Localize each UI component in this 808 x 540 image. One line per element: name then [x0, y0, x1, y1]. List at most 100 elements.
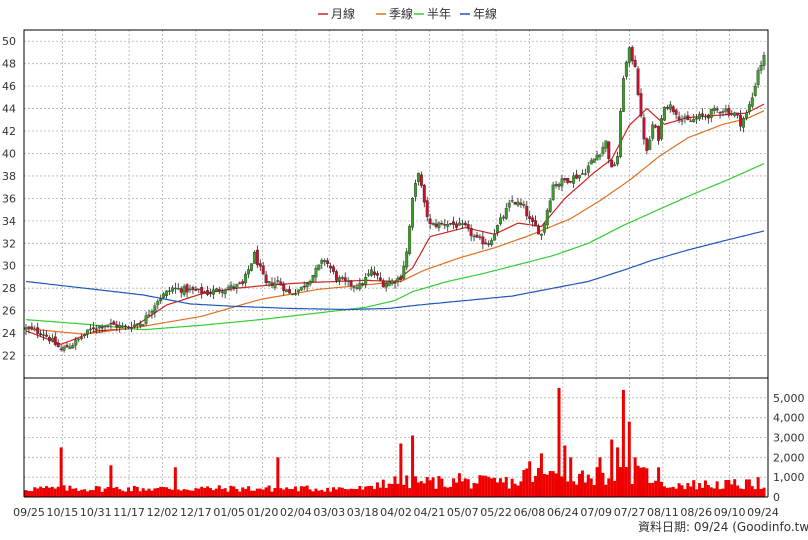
volume-bar [226, 491, 230, 497]
volume-bar [566, 481, 570, 497]
candle-body [750, 97, 754, 107]
price-tick-label: 46 [2, 80, 16, 93]
candle-body [730, 113, 734, 115]
volume-bar [209, 488, 212, 497]
volume-bar [65, 490, 69, 497]
volume-bar [750, 486, 754, 497]
candle-body [311, 275, 315, 282]
candle-body [522, 204, 526, 206]
volume-bar [150, 490, 154, 497]
candle-body [727, 108, 731, 116]
volume-bar [378, 487, 382, 497]
candle-body [173, 287, 177, 290]
candle-body [718, 112, 722, 114]
candle-body [469, 228, 473, 236]
volume-bar [80, 489, 84, 497]
date-tick-label: 04/21 [414, 506, 446, 519]
candle-body [537, 226, 540, 235]
candle-body [168, 290, 171, 292]
candle-body [100, 326, 104, 329]
volume-bar [598, 457, 602, 497]
volume-bar [88, 490, 92, 497]
volume-bar [138, 491, 142, 497]
volume-bar [173, 467, 177, 497]
volume-bar [252, 490, 256, 497]
candle-body [759, 65, 763, 71]
candle-body [651, 124, 655, 139]
candle-body [293, 293, 297, 296]
candle-body [211, 289, 215, 295]
candle-body [370, 269, 374, 276]
candle-body [645, 138, 649, 151]
legend-label-4: 年線 [473, 6, 497, 21]
volume-bar [103, 488, 107, 497]
volume-bar [91, 490, 95, 497]
volume-bar [179, 490, 183, 497]
volume-bar [326, 487, 330, 497]
date-tick-label: 01/05 [213, 506, 245, 519]
volume-bar [411, 435, 415, 497]
candle-body [56, 343, 60, 348]
candle-body [282, 283, 286, 291]
candle-body [132, 324, 136, 327]
volume-bar [396, 483, 400, 497]
volume-bar [314, 488, 318, 497]
volume-bar [434, 488, 438, 497]
volume-bar [238, 491, 242, 497]
candle-body [150, 310, 154, 314]
candle-body [296, 289, 300, 292]
candle-body [285, 289, 289, 293]
candle-body [373, 271, 376, 275]
volume-bar [472, 482, 476, 497]
volume-bar [583, 482, 587, 497]
candle-body [466, 224, 470, 228]
candle-body [340, 277, 344, 279]
volume-bar [255, 488, 259, 497]
candle-body [147, 314, 151, 316]
volume-bar [352, 488, 356, 497]
volume-bar [510, 478, 514, 497]
candle-body [250, 263, 253, 271]
volume-bar [45, 486, 48, 497]
volume-bar [258, 488, 262, 497]
volume-bar [59, 447, 63, 497]
volume-bar [100, 491, 104, 497]
candle-body [736, 112, 740, 116]
date-tick-label: 02/04 [280, 506, 312, 519]
candle-body [235, 283, 239, 289]
volume-bar [484, 475, 488, 497]
candle-body [270, 282, 274, 286]
candle-body [531, 217, 535, 222]
volume-bar [542, 473, 546, 497]
date-tick-label: 09/25 [13, 506, 45, 519]
candle-body [384, 283, 388, 288]
candle-body [721, 111, 725, 113]
candle-body [179, 288, 183, 293]
volume-bar [706, 484, 710, 497]
volume-bar [381, 479, 385, 497]
volume-bar [159, 486, 163, 497]
candle-body [39, 333, 43, 336]
volume-bar [74, 488, 78, 497]
volume-bar [361, 489, 365, 497]
candle-body [490, 240, 494, 245]
volume-bar [267, 485, 271, 497]
volume-bar [203, 488, 207, 497]
volume-bar [56, 486, 60, 497]
candle-body [375, 273, 379, 276]
candle-body [367, 273, 371, 276]
candle-body [414, 183, 417, 197]
volume-bar [147, 488, 151, 497]
candle-body [422, 184, 426, 203]
candle-body [378, 277, 382, 281]
candle-body [334, 271, 338, 281]
volume-bar [619, 467, 622, 497]
volume-bar [390, 484, 394, 497]
volume-bar [539, 453, 543, 497]
candle-body [507, 202, 511, 208]
candle-body [97, 325, 101, 329]
volume-bar [730, 484, 734, 497]
volume-bar [165, 487, 169, 497]
volume-bar [323, 491, 327, 497]
